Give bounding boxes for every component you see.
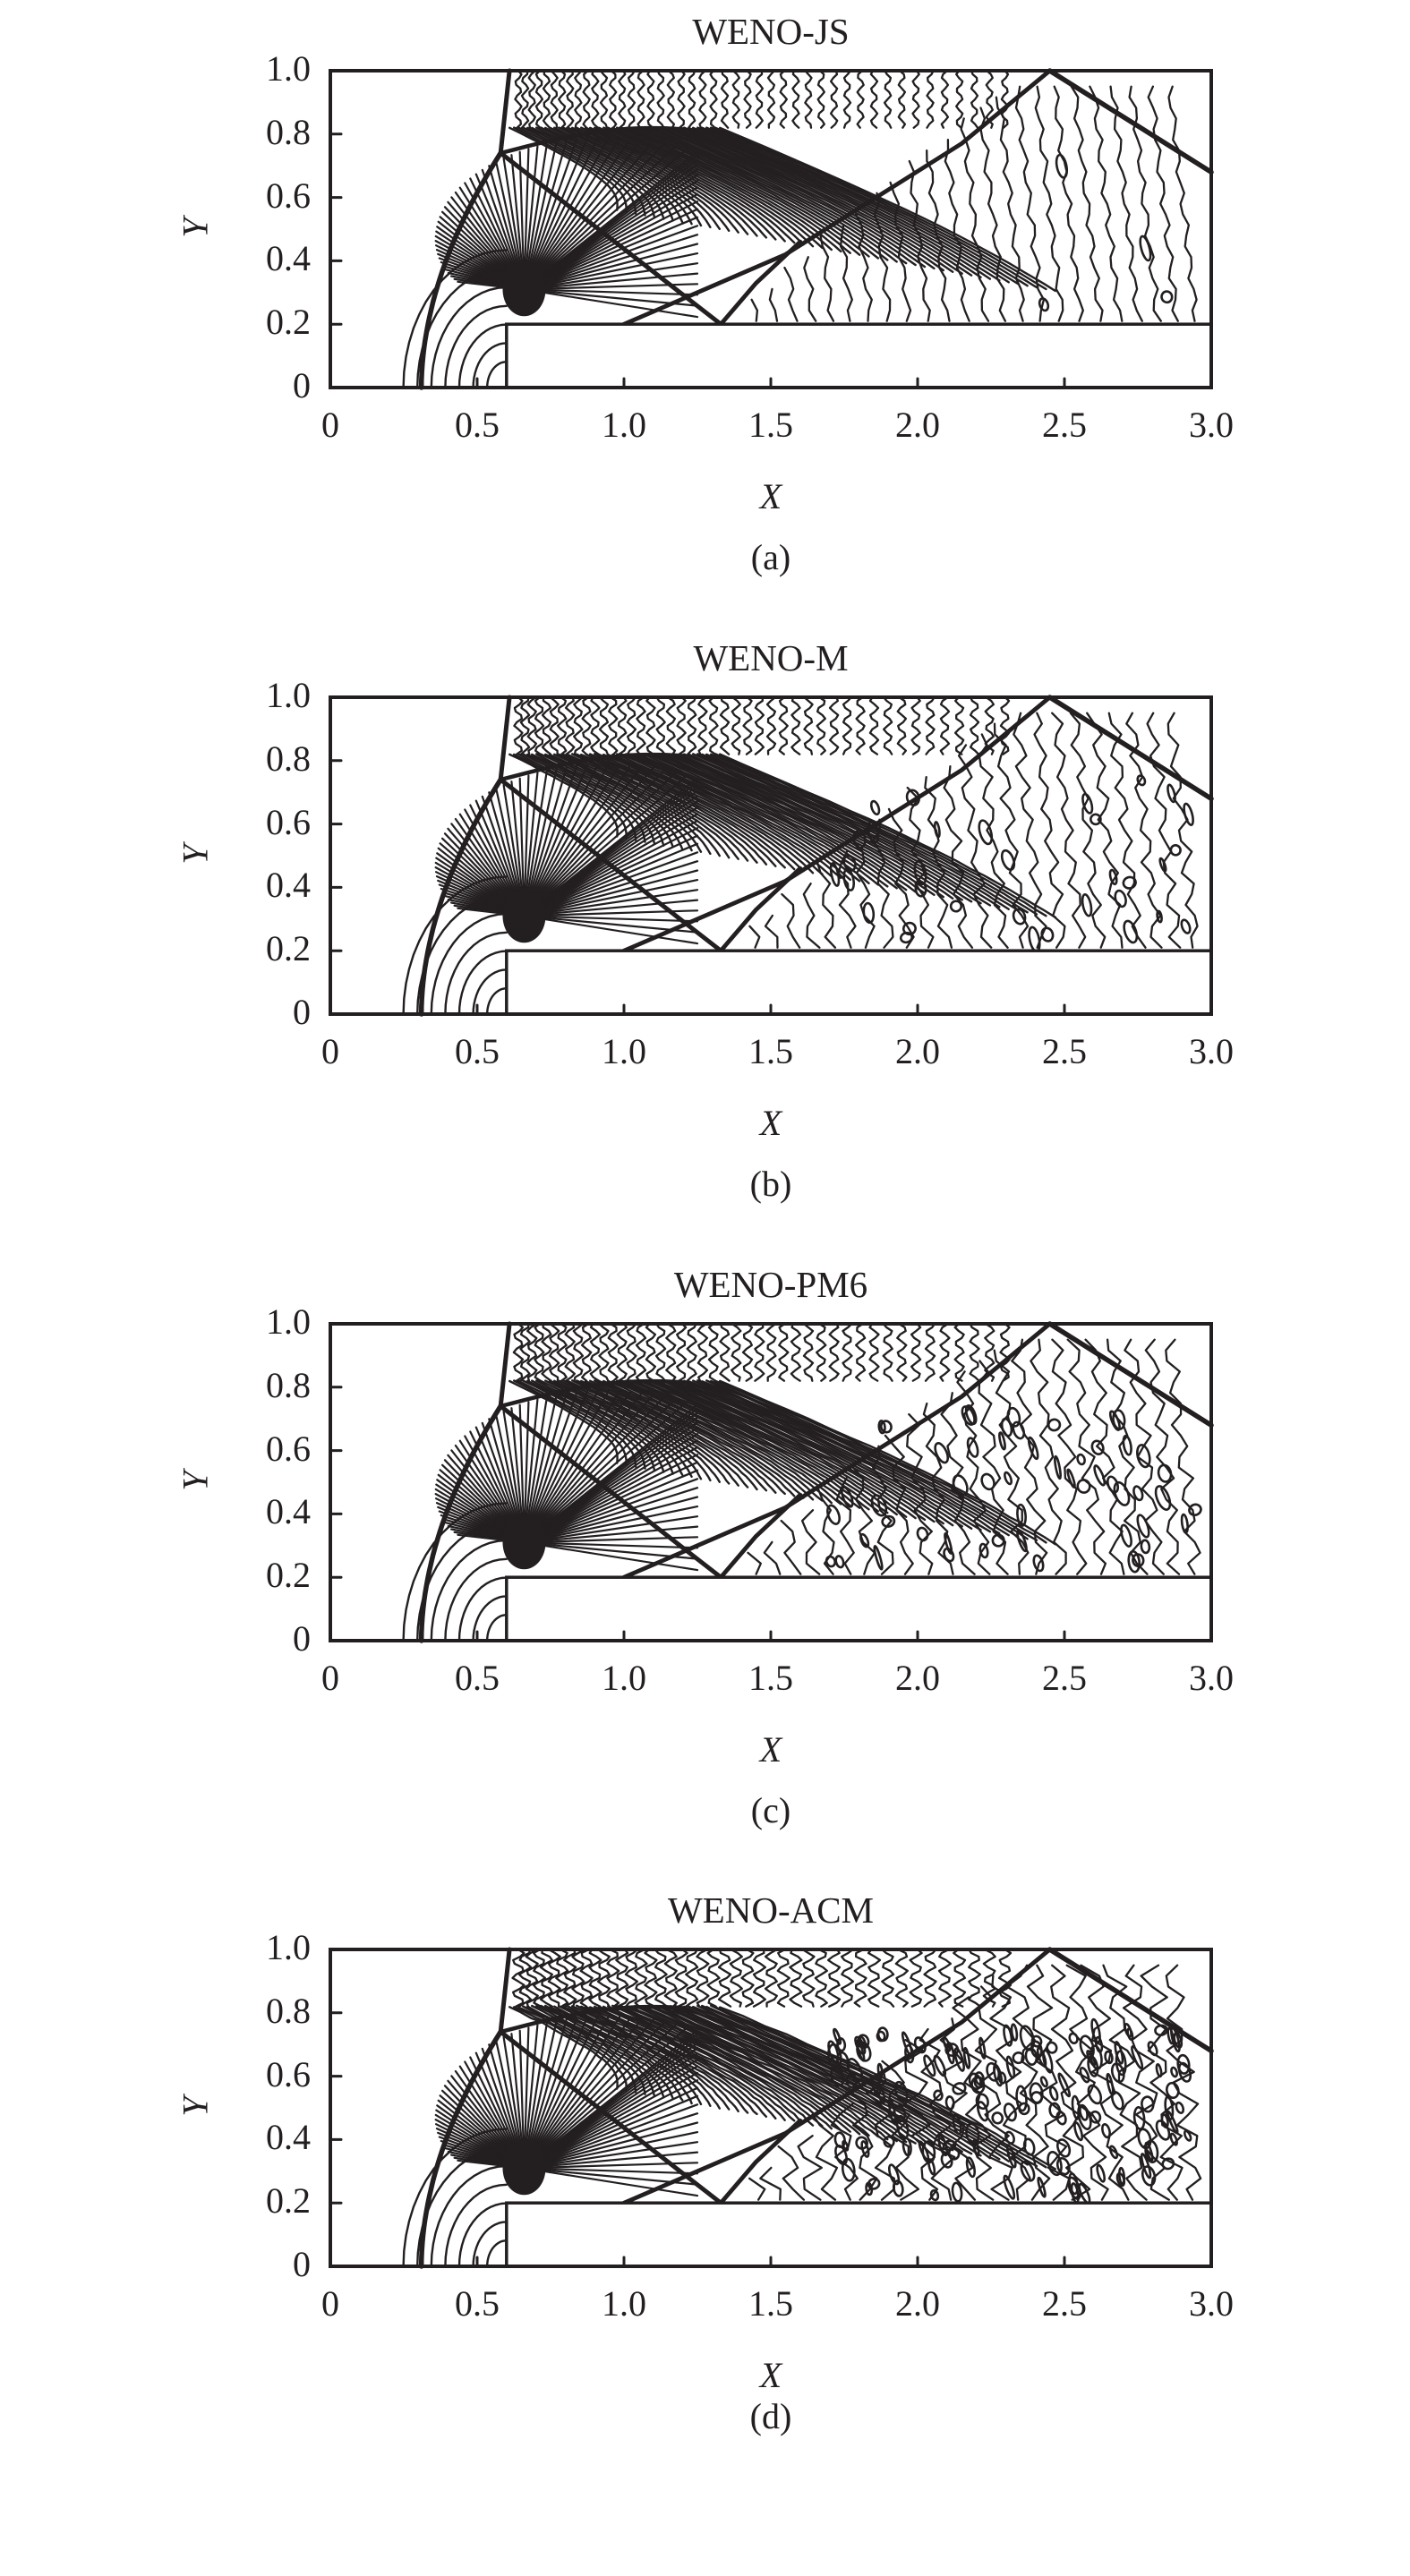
y-tick-label: 0 — [293, 365, 311, 405]
x-tick-label: 2.5 — [1042, 2283, 1087, 2324]
x-tick-label: 0.5 — [455, 1031, 500, 1071]
y-tick-label: 0.4 — [266, 238, 311, 279]
x-tick-label: 0.5 — [455, 1658, 500, 1698]
x-axis-label: X — [759, 2355, 782, 2395]
x-tick-label: 0.5 — [455, 405, 500, 445]
contour-svg — [329, 695, 1214, 1017]
y-tick-label: 0.4 — [266, 865, 311, 906]
contour-plot — [329, 68, 1214, 390]
x-tick-label: 3.0 — [1189, 1031, 1234, 1071]
y-tick-label: 0.6 — [266, 175, 311, 216]
y-tick-label: 0 — [293, 2244, 311, 2284]
x-tick-label: 1.0 — [602, 1031, 646, 1071]
y-axis-label: Y — [175, 2096, 216, 2117]
y-tick-label: 1.0 — [266, 1927, 311, 1967]
y-tick-label: 0 — [293, 992, 311, 1032]
panel-title: WENO-M — [693, 637, 849, 678]
x-tick-label: 2.5 — [1042, 1031, 1087, 1071]
x-tick-label: 0 — [321, 2283, 339, 2324]
x-tick-label: 0 — [321, 1658, 339, 1698]
panel-caption: (b) — [749, 1164, 792, 1204]
panel-title: WENO-PM6 — [673, 1264, 868, 1305]
x-tick-label: 1.5 — [748, 405, 793, 445]
panel-d: WENO-ACM Y 0 0.2 0.4 0.6 0.8 1.0 0 0.5 1.0 1.5 2.0 2.… — [0, 1889, 1410, 2576]
x-tick-label: 3.0 — [1189, 1658, 1234, 1698]
y-tick-label: 1.0 — [266, 48, 311, 89]
x-tick-label: 2.0 — [895, 405, 940, 445]
y-tick-label: 0.2 — [266, 2180, 311, 2222]
panel-b: WENO-M Y 0 0.2 0.4 0.6 0.8 1.0 0 0.5 1.0 1.5 2.0 2.5 3… — [0, 637, 1410, 1324]
y-tick-label: 0.2 — [266, 928, 311, 969]
x-tick-label: 1.0 — [602, 2283, 646, 2324]
panel-a: WENO-JS Y 0 0.2 0.4 0.6 0.8 1.0 0 0.5 1.0 1.5 2.0 2.5… — [0, 11, 1410, 697]
panel-caption: (d) — [749, 2396, 792, 2436]
y-tick-label: 0.4 — [266, 2117, 311, 2158]
panel-c: WENO-PM6 Y 0 0.2 0.4 0.6 0.8 1.0 0 0.5 1.0 1.5 2.0 2.… — [0, 1264, 1410, 1950]
y-tick-label: 0.2 — [266, 1555, 311, 1596]
panel-caption: (c) — [750, 1790, 791, 1830]
x-tick-label: 2.0 — [895, 1031, 940, 1071]
contour-plot — [329, 1947, 1214, 2269]
panel-caption: (a) — [750, 537, 791, 577]
x-tick-label: 0.5 — [455, 2283, 500, 2324]
y-tick-label: 1.0 — [266, 675, 311, 715]
x-tick-label: 2.0 — [895, 2283, 940, 2324]
y-axis-label: Y — [175, 844, 216, 865]
y-tick-label: 0.8 — [266, 111, 311, 152]
contour-svg — [329, 1321, 1214, 1643]
x-tick-label: 1.5 — [748, 2283, 793, 2324]
y-tick-label: 0.8 — [266, 1990, 311, 2031]
panel-title: WENO-JS — [692, 11, 850, 52]
contour-svg — [329, 1947, 1214, 2269]
x-tick-label: 1.0 — [602, 1658, 646, 1698]
y-axis-label: Y — [175, 218, 216, 238]
contour-plot — [329, 1321, 1214, 1643]
x-axis-label: X — [759, 476, 782, 516]
x-axis-label: X — [759, 1729, 782, 1770]
y-tick-label: 0.8 — [266, 738, 311, 779]
x-tick-label: 1.5 — [748, 1031, 793, 1071]
x-tick-label: 1.0 — [602, 405, 646, 445]
contour-svg — [329, 68, 1214, 390]
y-tick-label: 0 — [293, 1618, 311, 1659]
y-tick-label: 1.0 — [266, 1301, 311, 1342]
panel-title: WENO-ACM — [667, 1889, 875, 1931]
x-tick-label: 2.0 — [895, 1658, 940, 1698]
y-tick-label: 0.2 — [266, 302, 311, 343]
y-tick-label: 0.6 — [266, 801, 311, 842]
x-axis-label: X — [759, 1103, 782, 1143]
contour-plot — [329, 695, 1214, 1017]
y-tick-label: 0.8 — [266, 1364, 311, 1405]
y-axis-label: Y — [175, 1471, 216, 1491]
y-tick-label: 0.6 — [266, 1428, 311, 1469]
x-tick-label: 3.0 — [1189, 405, 1234, 445]
x-tick-label: 2.5 — [1042, 405, 1087, 445]
x-tick-label: 3.0 — [1189, 2283, 1234, 2324]
x-tick-label: 0 — [321, 1031, 339, 1071]
x-tick-label: 1.5 — [748, 1658, 793, 1698]
x-tick-label: 2.5 — [1042, 1658, 1087, 1698]
x-tick-label: 0 — [321, 405, 339, 445]
y-tick-label: 0.6 — [266, 2053, 311, 2094]
y-tick-label: 0.4 — [266, 1491, 311, 1532]
